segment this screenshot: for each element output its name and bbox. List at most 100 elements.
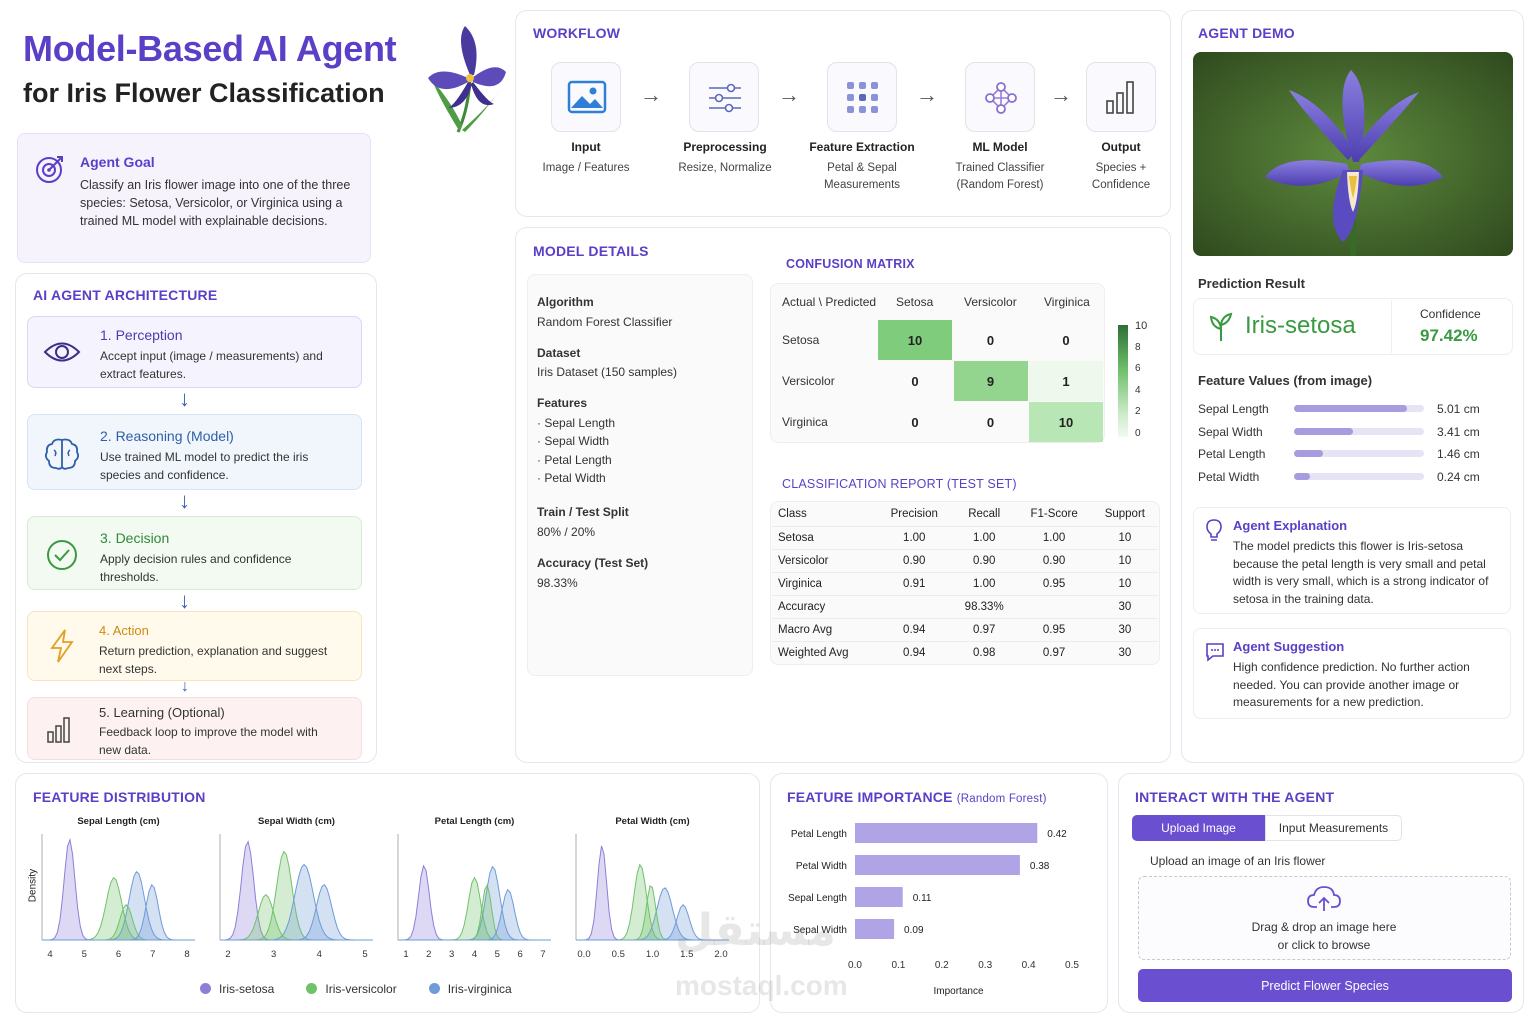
importance-x-tick: 0.3 [978, 960, 992, 971]
leaf-icon [1209, 312, 1233, 341]
distribution-tick-label: 4 [472, 949, 477, 960]
distribution-tick-label: 7 [540, 949, 545, 960]
importance-x-tick: 0.5 [1065, 960, 1079, 971]
density-curve-virginica [576, 904, 729, 941]
importance-bar [855, 823, 1038, 843]
cm-scale-tick: 8 [1135, 341, 1141, 353]
sliders-icon [709, 83, 741, 113]
accuracy-label: Accuracy (Test Set) [537, 556, 649, 570]
right-arrow-icon: → [916, 82, 938, 107]
arch-step-title: 3. Decision [100, 530, 170, 546]
feature-distribution-panel [15, 773, 760, 1013]
distribution-tick-label: 8 [184, 949, 189, 960]
table-cell: 1.00 [972, 577, 996, 590]
distribution-chart-title: Sepal Length (cm) [77, 816, 159, 827]
workflow-step-title: Feature Extraction [809, 140, 915, 154]
right-arrow-icon: → [1050, 82, 1072, 107]
down-arrow-icon: ↓ [179, 386, 190, 411]
table-cell: 10 [1118, 577, 1132, 590]
cm-cell: 0 [953, 402, 1028, 442]
algorithm-label: Algorithm [537, 295, 594, 309]
predict-button[interactable]: Predict Flower Species [1138, 969, 1512, 1002]
algorithm-value: Random Forest Classifier [537, 315, 673, 329]
table-cell: Versicolor [778, 554, 829, 567]
workflow-step-title: Output [1101, 140, 1141, 154]
feature-value-bar [1294, 450, 1424, 457]
predicted-species: Iris-setosa [1245, 312, 1356, 339]
arch-step-title: 5. Learning (Optional) [99, 705, 225, 720]
iris-photo [1193, 52, 1513, 256]
legend-item-virginica: Iris-virginica [428, 982, 512, 996]
prediction-result-card [1193, 298, 1513, 355]
lightning-icon [50, 629, 74, 663]
table-cell: 1.00 [1042, 531, 1066, 544]
workflow-step-title: ML Model [972, 140, 1028, 154]
feature-value-bar [1294, 472, 1424, 480]
arch-step-reasoning: 2. Reasoning (Model) Use trained ML mode… [27, 414, 362, 490]
cm-col-label: Virginica [1044, 295, 1090, 309]
table-cell [877, 595, 952, 618]
importance-category-label: Petal Width [796, 861, 847, 872]
distribution-tick-label: 5 [362, 949, 367, 960]
table-cell: 0.90 [903, 554, 926, 567]
model-details-title: MODEL DETAILS [533, 243, 649, 259]
arch-step-title: 4. Action [99, 623, 149, 638]
importance-x-tick: 0.0 [848, 960, 862, 971]
table-cell: 98.33% [964, 600, 1004, 613]
table-header-cell: Support [1104, 507, 1145, 520]
distribution-tick-label: 6 [116, 949, 121, 960]
distribution-tick-label: 3 [271, 949, 276, 960]
workflow-step-sub: Resize, Normalize [678, 162, 772, 174]
feature-value-number: 3.41 cm [1437, 424, 1480, 439]
table-cell: 0.90 [1042, 554, 1066, 567]
feature-item: · Sepal Width [537, 434, 610, 448]
distribution-tick-label: 5 [82, 949, 87, 960]
importance-category-label: Sepal Length [788, 893, 847, 904]
agent-goal-title: Agent Goal [80, 154, 155, 170]
cm-cell: 9 [953, 361, 1028, 401]
tab-upload-image[interactable]: Upload Image [1132, 815, 1265, 841]
importance-value-label: 0.09 [904, 925, 924, 936]
workflow-step-sub: Petal & Sepal Measurements [823, 162, 901, 191]
watermark-arabic: مستقل [675, 906, 836, 955]
cm-cell: 1 [1029, 361, 1103, 401]
arch-step-text: Accept input (image / measurements) and … [100, 349, 323, 381]
distribution-tick-label: 1.0 [646, 949, 659, 960]
bar-chart-icon [1106, 81, 1134, 114]
table-cell: 0.98 [972, 646, 996, 659]
distribution-chart-title: Petal Width (cm) [615, 816, 689, 827]
image-drop-zone[interactable]: Drag & drop an image here or click to br… [1138, 876, 1511, 960]
image-icon [567, 80, 607, 114]
tab-input-measurements[interactable]: Input Measurements [1265, 815, 1402, 841]
table-cell: Virginica [778, 577, 822, 590]
workflow-model-box [965, 62, 1035, 132]
down-arrow-icon: ↓ [179, 588, 190, 613]
table-row: Macro Avg 0.94 0.97 0.95 30 [772, 618, 1158, 641]
arch-step-perception: 1. Perception Accept input (image / meas… [27, 316, 362, 388]
importance-value-label: 0.38 [1030, 861, 1050, 872]
table-cell: Weighted Avg [778, 646, 849, 659]
table-row: Setosa 1.00 1.00 1.00 10 [772, 526, 1158, 549]
classification-report-title: CLASSIFICATION REPORT (TEST SET) [782, 477, 1017, 491]
table-cell: 30 [1118, 646, 1132, 659]
arch-step-title: 1. Perception [100, 327, 183, 343]
legend-dot [306, 983, 318, 994]
arch-step-text: Feedback loop to improve the model with … [99, 725, 318, 757]
table-cell: 1.00 [972, 531, 996, 544]
table-cell: 10 [1118, 531, 1132, 544]
cm-corner-label: Actual \ Predicted [782, 295, 877, 309]
cm-color-scale [1118, 325, 1128, 437]
interact-title: INTERACT WITH THE AGENT [1135, 789, 1335, 805]
workflow-step-title: Preprocessing [683, 140, 767, 154]
architecture-title: AI AGENT ARCHITECTURE [33, 287, 218, 303]
cm-scale-tick: 0 [1135, 427, 1141, 439]
feature-value-name: Petal Width [1198, 469, 1260, 484]
down-arrow-icon: ↓ [179, 488, 190, 513]
arch-step-decision: 3. Decision Apply decision rules and con… [27, 516, 362, 590]
distribution-tick-label: 4 [47, 949, 52, 960]
cm-cell: 10 [1029, 402, 1103, 442]
feature-item: · Petal Length [537, 453, 612, 467]
model-info-card [527, 274, 753, 676]
legend-dot [200, 983, 211, 994]
table-cell: 0.97 [1042, 646, 1066, 659]
